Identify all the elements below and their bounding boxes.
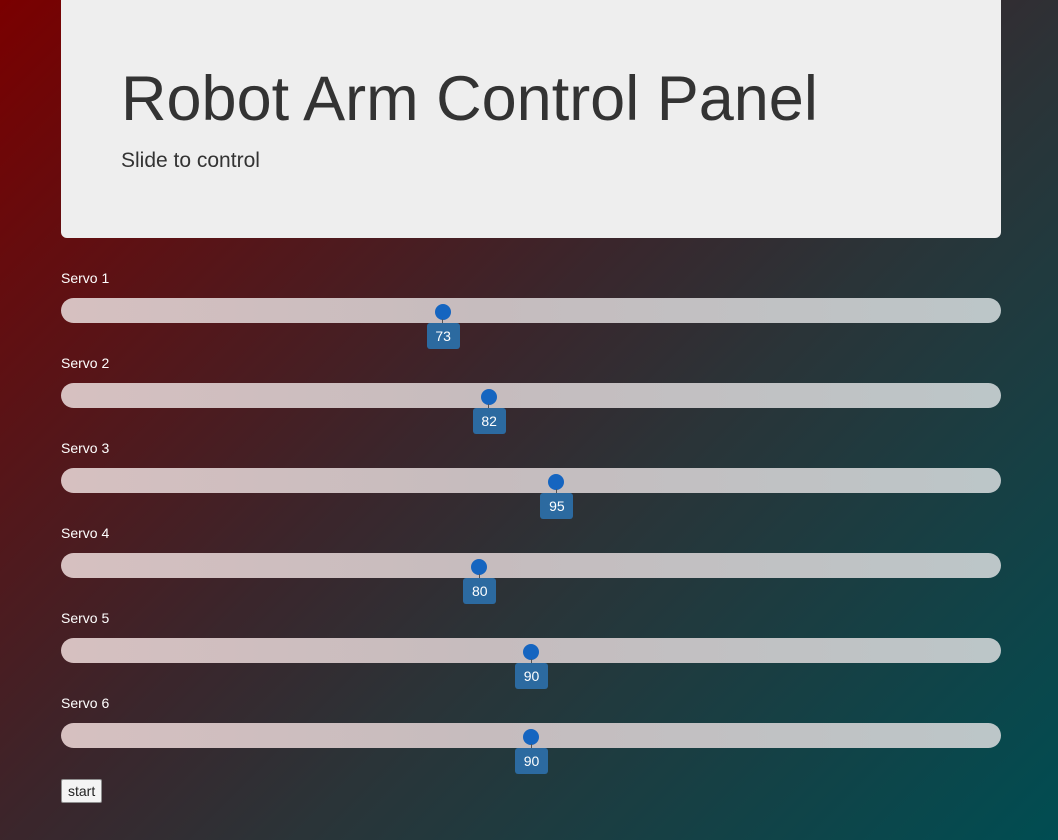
- servo-1-slider-handle[interactable]: [434, 304, 451, 320]
- servo-label: Servo 3: [61, 440, 110, 456]
- servo-5-slider-track[interactable]: 90: [61, 638, 1001, 689]
- slider-tick: [488, 404, 490, 410]
- slider-tick: [442, 319, 444, 325]
- servo-5-value-tooltip: 90: [515, 663, 548, 689]
- servo-4-value-tooltip: 80: [463, 578, 497, 604]
- servo-label: Servo 5: [61, 610, 110, 626]
- servo-3-slider-handle[interactable]: [548, 474, 565, 490]
- servo-control-6: Servo 6 90: [61, 696, 1001, 781]
- slider-tick: [555, 489, 557, 495]
- header-panel: Robot Arm Control Panel Slide to control: [61, 0, 1001, 238]
- servo-4-slider-handle[interactable]: [471, 559, 488, 575]
- servo-label: Servo 2: [61, 355, 110, 371]
- servo-control-1: Servo 1 73: [61, 271, 1001, 356]
- servo-6-value-tooltip: 90: [515, 748, 548, 774]
- servo-control-5: Servo 5 90: [61, 611, 1001, 696]
- slider-tick: [478, 574, 480, 580]
- servo-1-slider-track[interactable]: 73: [61, 298, 1001, 349]
- servo-control-3: Servo 3 95: [61, 441, 1001, 526]
- servo-6-slider-track[interactable]: 90: [61, 723, 1001, 774]
- start-button[interactable]: start: [61, 779, 103, 803]
- page-subtitle: Slide to control: [121, 149, 260, 172]
- servo-3-value-tooltip: 95: [540, 493, 574, 519]
- servo-label: Servo 1: [61, 270, 110, 286]
- slider-tick: [530, 659, 532, 665]
- servo-4-slider-track[interactable]: 80: [61, 553, 1001, 604]
- servo-2-slider-handle[interactable]: [480, 389, 497, 405]
- servo-control-4: Servo 4 80: [61, 526, 1001, 611]
- servo-label: Servo 4: [61, 525, 110, 541]
- servo-control-2: Servo 2 82: [61, 356, 1001, 441]
- servo-2-value-tooltip: 82: [472, 408, 506, 434]
- servo-6-slider-handle[interactable]: [523, 729, 539, 745]
- servo-label: Servo 6: [61, 695, 110, 711]
- servo-2-slider-track[interactable]: 82: [61, 383, 1001, 434]
- servo-3-slider-track[interactable]: 95: [61, 468, 1001, 519]
- slider-tick: [530, 744, 532, 750]
- page-title: Robot Arm Control Panel: [121, 64, 818, 134]
- servo-5-slider-handle[interactable]: [523, 644, 539, 660]
- servo-1-value-tooltip: 73: [426, 323, 460, 349]
